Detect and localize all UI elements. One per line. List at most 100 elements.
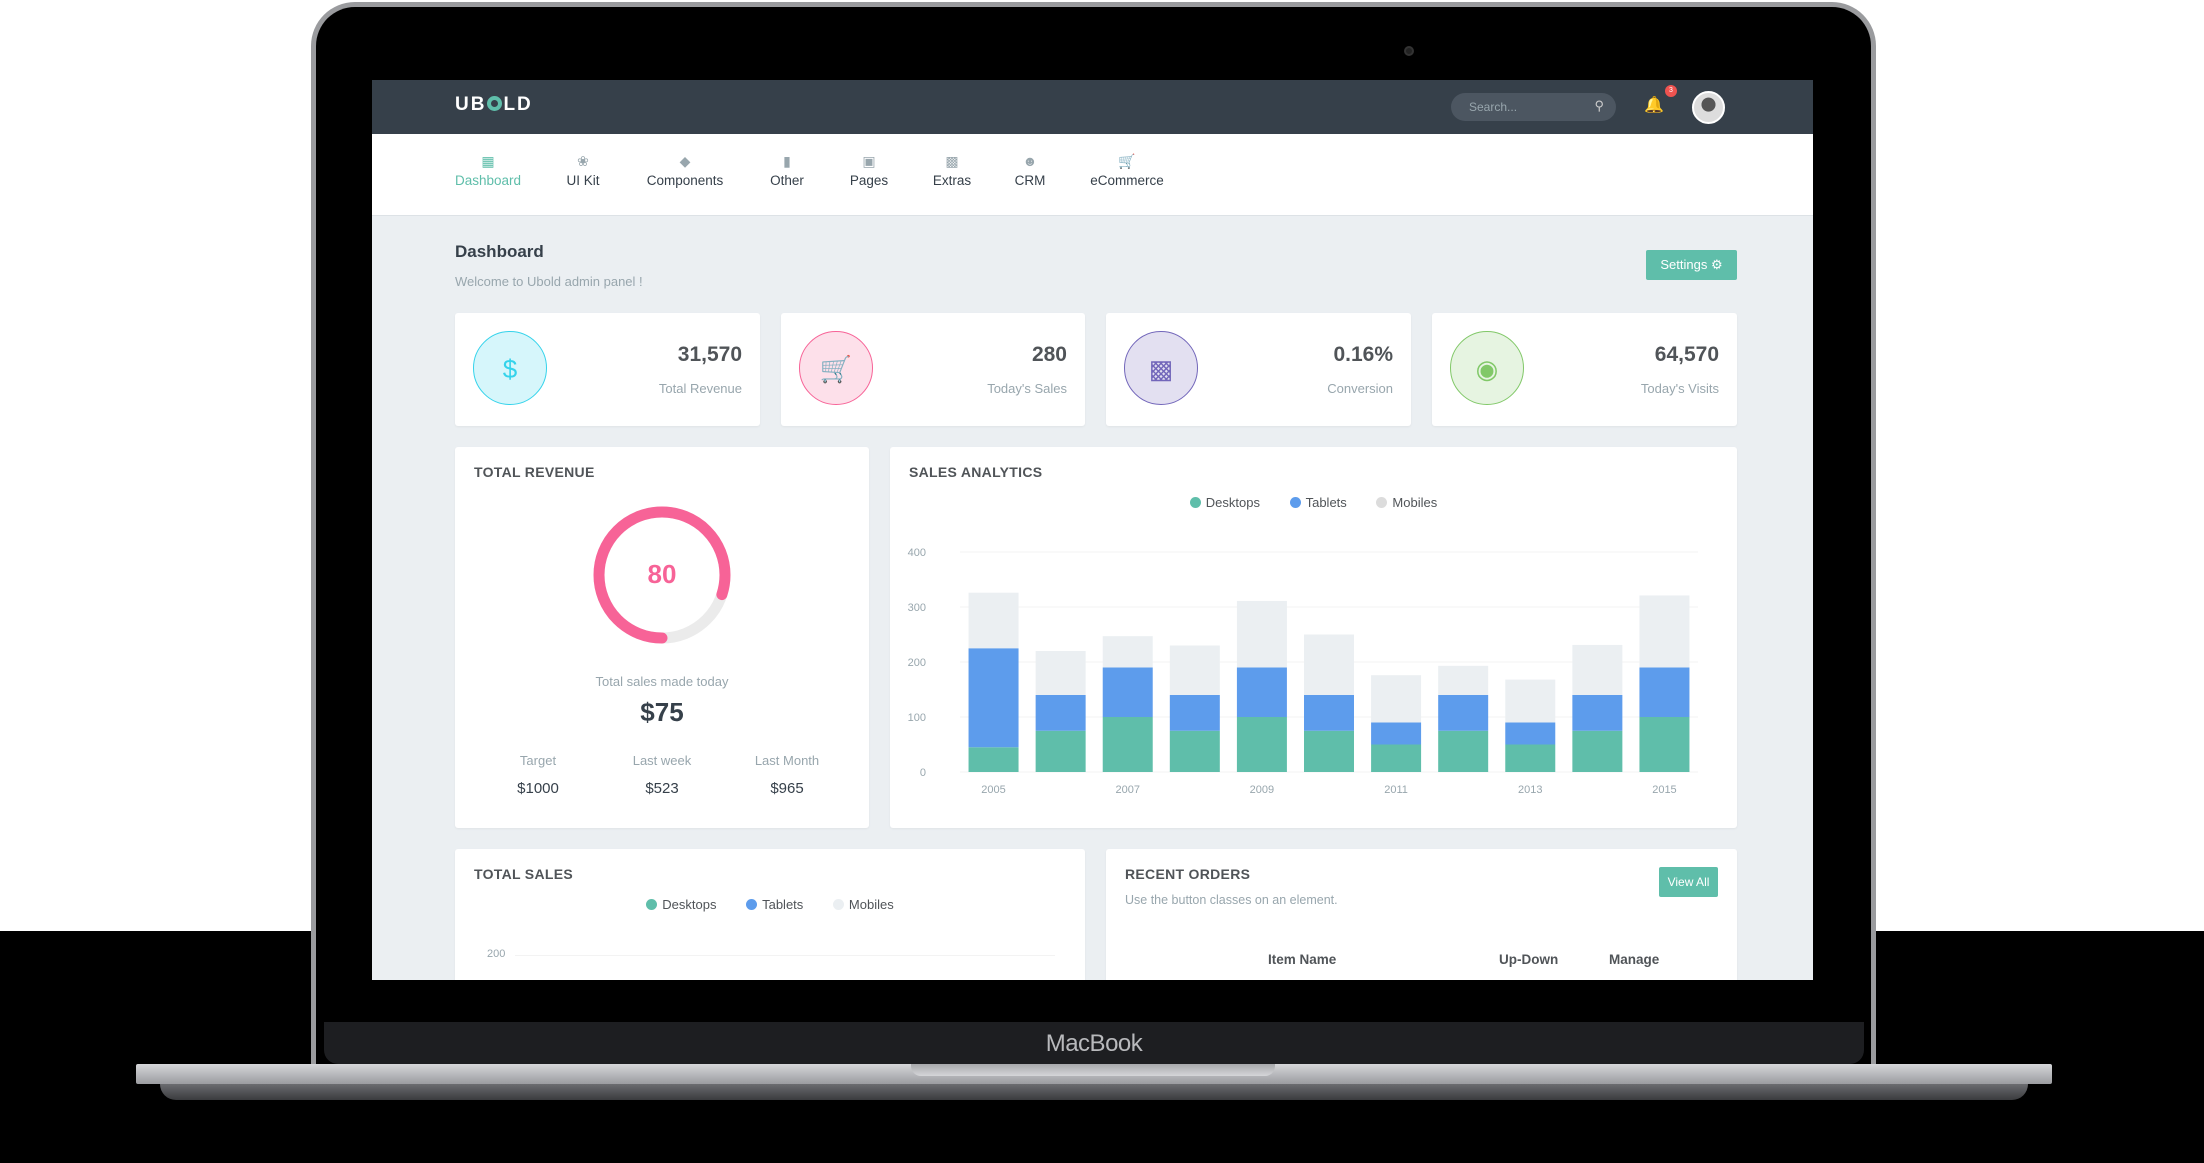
sales-chart: 0 100 200 300 400 2005 2007 2009 2011 2013 2015 (908, 547, 1698, 796)
logo[interactable]: UB LD (455, 94, 533, 115)
laptop-notch (911, 1064, 1275, 1076)
bar-mobiles (1102, 636, 1153, 668)
orders-table-header: Item Name Up-Down Manage (1125, 952, 1718, 980)
bar-tablets (1371, 722, 1422, 745)
bar-tablets (1169, 695, 1220, 731)
nav-bar: ▦ Dashboard ❀ UI Kit ◆ Components ▮ Other ▣ P… (372, 134, 1813, 216)
x-tick-label: 2011 (1384, 784, 1408, 796)
gauge-fill (593, 506, 731, 644)
column-up-down: Up-Down (1499, 952, 1559, 967)
bar-tablets (1102, 667, 1153, 717)
stat-label: Today's Visits (1640, 381, 1719, 396)
bell-icon[interactable]: 🔔 (1644, 97, 1664, 114)
legend-tablets[interactable]: Tablets (746, 897, 803, 912)
stat-label: Today's Sales (987, 381, 1067, 396)
bar-mobiles (1371, 675, 1422, 723)
gear-icon: ⚙ (1710, 257, 1723, 272)
revenue-caption: Total sales made today (595, 674, 729, 689)
legend-desktops[interactable]: Desktops (646, 897, 716, 912)
bar-mobiles (1169, 645, 1220, 695)
card-title: TOTAL REVENUE (474, 464, 595, 480)
user-circle-icon: ☻ (1022, 153, 1038, 169)
stat-card-revenue: $ 31,570 Total Revenue (455, 313, 760, 426)
bar-mobiles (1035, 651, 1086, 695)
y-tick-label: 0 (920, 767, 926, 779)
stat-card-sales: 🛒 280 Today's Sales (781, 313, 1085, 426)
legend-tablets[interactable]: Tablets (1289, 495, 1347, 510)
bar-desktops (1505, 744, 1556, 772)
camera (1404, 46, 1414, 56)
cart-plus-icon: 🛒 (799, 331, 873, 405)
bar-desktops (1169, 730, 1220, 772)
book-icon: ▮ (783, 153, 791, 169)
view-all-button[interactable]: View All (1659, 867, 1718, 897)
search-icon[interactable]: ⚲ (1594, 98, 1604, 113)
revenue-amount: $75 (640, 697, 684, 727)
nav-extras[interactable]: ▩ Extras (932, 153, 972, 188)
total-sales-card: TOTAL SALES Desktops Tablets Mobiles 200 (455, 849, 1085, 980)
gauge-value: 80 (647, 559, 677, 589)
bar-desktops (968, 747, 1019, 772)
nav-dashboard[interactable]: ▦ Dashboard (454, 153, 522, 188)
nav-other[interactable]: ▮ Other (770, 153, 804, 188)
avatar[interactable] (1692, 91, 1725, 124)
x-tick-label: 2007 (1115, 784, 1139, 796)
stat-value: 64,570 (1654, 343, 1719, 366)
stat-card-visits: ◉ 64,570 Today's Visits (1432, 313, 1737, 426)
card-subtitle: Use the button classes on an element. (1125, 893, 1338, 907)
page-subtitle: Welcome to Ubold admin panel ! (455, 274, 643, 289)
settings-button[interactable]: Settings ⚙ (1646, 250, 1737, 280)
revenue-gauge (593, 506, 731, 644)
notification-badge: 3 (1665, 85, 1677, 97)
legend-mobiles[interactable]: Mobiles (1376, 495, 1437, 510)
bar-tablets (1438, 695, 1489, 731)
bar-tablets (1505, 722, 1556, 745)
column-manage: Manage (1609, 952, 1660, 967)
nav-crm[interactable]: ☻ CRM (1014, 153, 1046, 188)
stat-card-conversion: ▩ 0.16% Conversion (1106, 313, 1411, 426)
card-title: TOTAL SALES (474, 866, 573, 882)
sales-analytics-card: SALES ANALYTICS Desktops Tablets Mobiles… (890, 447, 1737, 828)
bar-desktops (1438, 730, 1489, 772)
page-title: Dashboard (455, 242, 544, 261)
y-tick-label: 400 (908, 547, 926, 559)
settings-label: Settings (1660, 257, 1708, 272)
legend-mobiles[interactable]: Mobiles (832, 897, 894, 912)
bar-desktops (1236, 717, 1287, 772)
x-tick-label: 2013 (1518, 784, 1542, 796)
bar-mobiles (968, 592, 1019, 649)
eye-icon: ◉ (1450, 331, 1524, 405)
bar-tablets (968, 648, 1019, 748)
nav-ui-kit[interactable]: ❀ UI Kit (566, 153, 600, 188)
bar-tablets (1639, 667, 1690, 717)
stat-value: 280 (1031, 343, 1067, 366)
bar-tablets (1304, 695, 1354, 731)
brand-label: MacBook (1045, 1030, 1143, 1057)
bar-mobiles (1505, 679, 1556, 723)
card-title: RECENT ORDERS (1125, 866, 1251, 882)
x-tick-label: 2009 (1250, 784, 1274, 796)
laptop-chin: MacBook (324, 1022, 1864, 1064)
palette-icon: ❀ (577, 153, 589, 169)
y-tick: 200 (487, 948, 506, 960)
stat-label: Conversion (1327, 381, 1393, 396)
y-tick-label: 200 (908, 657, 926, 669)
nav-components[interactable]: ◆ Components (646, 153, 724, 188)
bar-chart-icon: ▩ (1124, 331, 1198, 405)
revenue-last-week: Last week $523 (632, 753, 692, 797)
nav-ecommerce[interactable]: 🛒 eCommerce (1090, 153, 1164, 188)
nav-pages[interactable]: ▣ Pages (849, 153, 889, 188)
stat-label: Total Revenue (658, 381, 742, 396)
x-tick-label: 2015 (1652, 784, 1676, 796)
column-item-name: Item Name (1268, 952, 1337, 967)
bar-desktops (1102, 717, 1153, 772)
legend-desktops[interactable]: Desktops (1189, 495, 1260, 510)
bar-desktops (1304, 730, 1354, 772)
search-box[interactable]: ⚲ (1451, 93, 1616, 121)
x-tick-label: 2005 (981, 784, 1005, 796)
bar-desktops (1371, 744, 1422, 772)
chart-legend: Desktops Tablets Mobiles (455, 897, 1085, 912)
search-input[interactable] (1469, 100, 1579, 114)
